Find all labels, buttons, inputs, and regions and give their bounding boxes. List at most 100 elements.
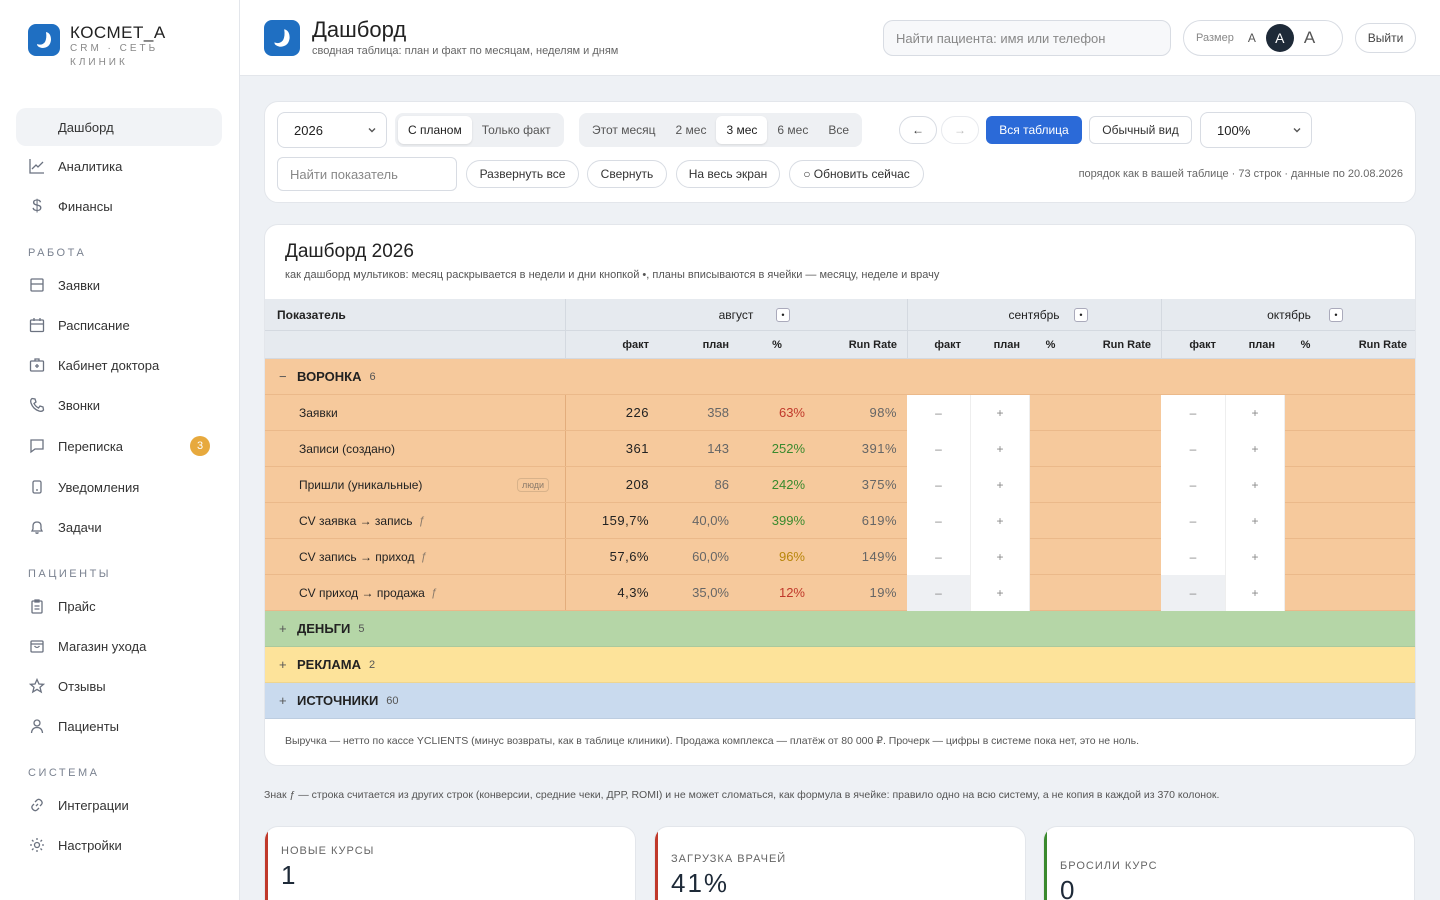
- patient-search-input[interactable]: [883, 20, 1171, 56]
- month-expand-button[interactable]: •: [1074, 299, 1088, 330]
- fact-cell[interactable]: 208: [625, 477, 649, 492]
- period-3-months[interactable]: 3 мес: [716, 116, 768, 144]
- add-plan-cell[interactable]: +: [1226, 431, 1285, 467]
- refresh-button[interactable]: ○ Обновить сейчас: [789, 160, 924, 188]
- group-count: 60: [386, 694, 399, 707]
- plan-cell[interactable]: 86: [714, 477, 729, 492]
- sidebar-item-schedule[interactable]: Расписание: [16, 306, 222, 344]
- empty-fact-cell[interactable]: –: [1161, 575, 1226, 611]
- sidebar-item-dashboard[interactable]: Дашборд: [16, 108, 222, 146]
- brand[interactable]: КОСМЕТ_А CRM · СЕТЬ КЛИНИК: [28, 24, 180, 70]
- sidebar-item-care-shop[interactable]: Магазин ухода: [16, 627, 222, 665]
- empty-fact-cell[interactable]: –: [907, 431, 971, 467]
- subcolumn-header: факт: [934, 338, 961, 351]
- plus-icon: +: [1251, 442, 1259, 456]
- dashboard-subtitle: как дашборд мультиков: месяц раскрываетс…: [285, 269, 940, 281]
- add-plan-cell[interactable]: +: [971, 575, 1030, 611]
- period-all[interactable]: Все: [828, 123, 850, 137]
- plan-cell[interactable]: 35,0%: [692, 585, 729, 600]
- add-plan-cell[interactable]: +: [1226, 575, 1285, 611]
- size-medium-button[interactable]: A: [1265, 24, 1294, 52]
- fact-cell[interactable]: 4,3%: [617, 585, 649, 600]
- indicator-search-input[interactable]: [277, 157, 457, 191]
- empty-fact-cell[interactable]: –: [1161, 467, 1226, 503]
- sidebar-item-label: Переписка: [58, 438, 124, 454]
- size-large-button[interactable]: A: [1303, 28, 1316, 47]
- zoom-select[interactable]: 100%: [1200, 112, 1312, 148]
- dashboard-footnote: Выручка — нетто по кассе YCLIENTS (минус…: [285, 735, 1139, 747]
- fact-cell[interactable]: 361: [625, 441, 649, 456]
- mode-fact-only[interactable]: Только факт: [481, 123, 551, 137]
- collapse-button[interactable]: Свернуть: [587, 160, 667, 188]
- add-plan-cell[interactable]: +: [971, 503, 1030, 539]
- logout-button[interactable]: Выйти: [1355, 23, 1416, 53]
- plan-cell[interactable]: 60,0%: [692, 549, 729, 564]
- empty-fact-cell[interactable]: –: [1161, 395, 1226, 431]
- empty-fact-cell[interactable]: –: [1161, 539, 1226, 575]
- empty-fact-cell[interactable]: –: [907, 539, 971, 575]
- empty-fact-cell[interactable]: –: [907, 395, 971, 431]
- empty-fact-cell[interactable]: –: [907, 503, 971, 539]
- sidebar-item-integrations[interactable]: Интеграции: [16, 786, 222, 824]
- fact-cell[interactable]: 159,7%: [601, 513, 649, 528]
- fact-cell[interactable]: 57,6%: [609, 549, 649, 564]
- full-table-button[interactable]: Вся таблица: [986, 116, 1082, 144]
- expand-toggle[interactable]: +: [279, 621, 287, 636]
- plan-cell[interactable]: 40,0%: [692, 513, 729, 528]
- group-row-ads[interactable]: + РЕКЛАМА 2: [265, 647, 1415, 683]
- period-6-months[interactable]: 6 мес: [777, 123, 809, 137]
- group-row-funnel[interactable]: − ВОРОНКА 6: [265, 359, 1415, 395]
- percent-cell: 63%: [778, 405, 805, 420]
- sidebar-item-analytics[interactable]: Аналитика: [16, 147, 222, 185]
- dashboard-card: Дашборд 2026 как дашборд мультиков: меся…: [264, 224, 1416, 766]
- expand-all-button[interactable]: Развернуть все: [466, 160, 579, 188]
- group-count: 6: [369, 370, 376, 383]
- sidebar-item-label: Финансы: [58, 198, 113, 214]
- next-button[interactable]: →: [941, 116, 979, 144]
- sidebar-item-pricelist[interactable]: Прайс: [16, 587, 222, 625]
- month-expand-button[interactable]: •: [776, 299, 790, 330]
- period-this-month[interactable]: Этот месяц: [592, 123, 656, 137]
- add-plan-cell[interactable]: +: [971, 431, 1030, 467]
- sidebar-item-reviews[interactable]: Отзывы: [16, 667, 222, 705]
- add-plan-cell[interactable]: +: [971, 539, 1030, 575]
- fact-cell[interactable]: 226: [625, 405, 649, 420]
- add-plan-cell[interactable]: +: [1226, 503, 1285, 539]
- sidebar-item-messages[interactable]: Переписка 3: [16, 427, 222, 465]
- group-count: 5: [358, 622, 365, 635]
- sidebar-item-requests[interactable]: Заявки: [16, 266, 222, 304]
- sidebar-item-calls[interactable]: Звонки: [16, 386, 222, 424]
- empty-fact-cell[interactable]: –: [907, 467, 971, 503]
- sidebar-item-finance[interactable]: $ Финансы: [16, 187, 222, 225]
- expand-toggle[interactable]: +: [279, 693, 287, 708]
- add-plan-cell[interactable]: +: [1226, 467, 1285, 503]
- collapse-toggle[interactable]: −: [279, 369, 287, 384]
- plan-cell[interactable]: 143: [707, 441, 729, 456]
- add-plan-cell[interactable]: +: [971, 467, 1030, 503]
- empty-fact-cell[interactable]: –: [1161, 431, 1226, 467]
- size-small-button[interactable]: A: [1247, 31, 1256, 45]
- sidebar-item-settings[interactable]: Настройки: [16, 826, 222, 864]
- sidebar-item-patients[interactable]: Пациенты: [16, 707, 222, 745]
- group-row-money[interactable]: + ДЕНЬГИ 5: [265, 611, 1415, 647]
- sidebar-item-tasks[interactable]: Задачи: [16, 508, 222, 546]
- year-select[interactable]: 2026: [277, 112, 387, 148]
- add-plan-cell[interactable]: +: [1226, 395, 1285, 431]
- period-2-months[interactable]: 2 мес: [675, 123, 707, 137]
- month-expand-button[interactable]: •: [1329, 299, 1343, 330]
- prev-button[interactable]: ←: [899, 116, 937, 144]
- sidebar-item-doctor-office[interactable]: Кабинет доктора: [16, 346, 222, 384]
- chevron-down-icon: [366, 124, 378, 139]
- normal-view-button[interactable]: Обычный вид: [1089, 116, 1192, 144]
- plan-cell[interactable]: 358: [707, 405, 729, 420]
- expand-toggle[interactable]: +: [279, 657, 287, 672]
- add-plan-cell[interactable]: +: [971, 395, 1030, 431]
- fullscreen-button[interactable]: На весь экран: [676, 160, 780, 188]
- group-row-sources[interactable]: + ИСТОЧНИКИ 60: [265, 683, 1415, 719]
- empty-fact-cell[interactable]: –: [907, 575, 971, 611]
- empty-fact-cell[interactable]: –: [1161, 503, 1226, 539]
- mode-with-plan[interactable]: С планом: [398, 116, 472, 144]
- shop-icon: [28, 637, 46, 655]
- add-plan-cell[interactable]: +: [1226, 539, 1285, 575]
- sidebar-item-notifications[interactable]: Уведомления: [16, 468, 222, 506]
